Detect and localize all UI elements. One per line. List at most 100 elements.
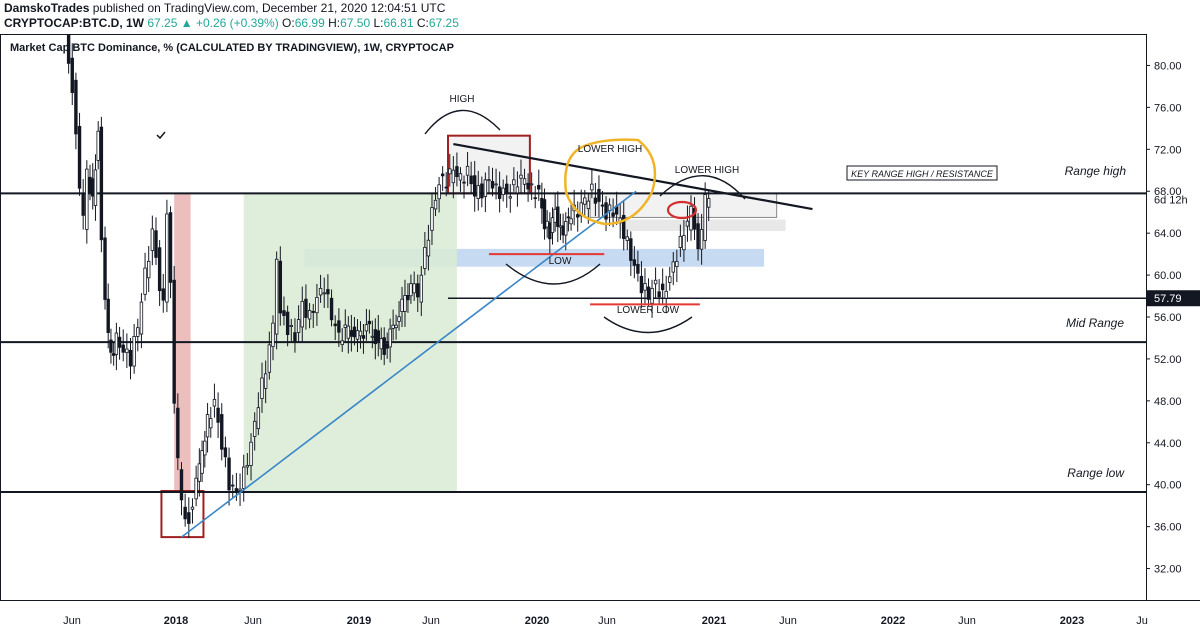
label-key-range: KEY RANGE HIGH / RESISTANCE <box>851 169 994 179</box>
candle-body <box>583 197 587 205</box>
candle-body <box>274 258 279 335</box>
candle-body <box>111 353 116 356</box>
candle-body <box>385 343 389 349</box>
candle-body <box>653 279 658 285</box>
candle-body <box>179 469 184 501</box>
candle-body <box>566 216 571 219</box>
candle-body <box>227 457 231 491</box>
candle-body <box>150 228 155 251</box>
candle-body <box>607 204 612 211</box>
price-badge <box>1147 290 1200 307</box>
candle-body <box>465 165 470 176</box>
candle-body <box>545 220 549 228</box>
candle-body <box>416 283 420 298</box>
candle-body <box>388 328 392 348</box>
candle-body <box>515 186 520 194</box>
candle-body <box>542 199 547 230</box>
candle-body <box>333 323 337 327</box>
candle-body <box>586 200 591 210</box>
candle-body <box>625 236 629 241</box>
label-high: HIGH <box>450 94 475 105</box>
candle-body <box>682 235 686 251</box>
candle-body <box>685 220 690 227</box>
label-lower-low: LOWER LOW <box>617 305 680 316</box>
candle-body <box>161 288 165 301</box>
y-tick-label: 56.00 <box>1154 312 1182 324</box>
candle-body <box>117 336 122 348</box>
candle-body <box>249 441 253 466</box>
candle-body <box>391 324 395 329</box>
candle-body <box>223 447 228 458</box>
candle-body <box>194 477 198 500</box>
candle-body <box>558 225 563 228</box>
x-tick-label: 2023 <box>1060 615 1084 627</box>
x-tick-label: Jun <box>422 615 440 627</box>
candle-body <box>622 214 626 239</box>
candle-body <box>639 275 644 294</box>
candle-body <box>93 169 98 206</box>
candle-body <box>337 320 341 333</box>
candle-body <box>412 283 416 294</box>
open-label: O: <box>282 16 295 30</box>
candle-body <box>646 286 651 300</box>
x-tick-label: Jun <box>958 615 976 627</box>
candle-body <box>433 199 438 210</box>
key-range-box <box>846 165 998 181</box>
candle-body <box>519 174 523 179</box>
label-range-low: Range low <box>1067 466 1125 480</box>
candle-body <box>293 332 297 342</box>
candle-body <box>643 283 647 291</box>
candle-body <box>671 261 675 273</box>
candle-body <box>597 188 601 202</box>
candle-body <box>426 239 431 257</box>
low-value: 66.81 <box>383 16 414 30</box>
red-highlight-ellipse <box>666 200 698 220</box>
candle-body <box>430 207 434 231</box>
x-tick-label: 2018 <box>164 615 188 627</box>
candle-body <box>285 311 290 336</box>
candle-body <box>367 320 372 325</box>
candle-body <box>216 407 220 423</box>
chart-title: Market Cap BTC Dominance, % (CALCULATED … <box>10 42 454 54</box>
candle-body <box>260 377 264 399</box>
candle-body <box>553 208 557 223</box>
candle-body <box>501 187 505 196</box>
candle-body <box>346 325 351 339</box>
candle-body <box>548 222 552 240</box>
candle-body <box>458 173 463 181</box>
candle-body <box>668 276 672 283</box>
candle-body <box>483 179 488 197</box>
close-value: 67.25 <box>428 16 459 30</box>
candle-body <box>472 175 477 197</box>
x-tick-label: Jun <box>244 615 262 627</box>
candle-body <box>364 324 369 332</box>
author-name[interactable]: DamskoTrades <box>4 1 90 15</box>
candle-body <box>660 283 665 291</box>
candle-body <box>440 173 445 177</box>
candle-body <box>121 344 125 353</box>
candle-body <box>136 327 140 337</box>
candle-body <box>322 292 326 295</box>
candle-body <box>212 398 217 407</box>
y-tick-label: 60.00 <box>1154 270 1182 282</box>
candle-body <box>462 181 466 184</box>
label-lower-high-1: LOWER HIGH <box>578 144 642 155</box>
candle-body <box>370 335 375 338</box>
arc-low <box>505 263 601 285</box>
candle-body <box>476 185 480 199</box>
candle-body <box>423 246 427 269</box>
y-tick-label: 80.00 <box>1154 60 1182 72</box>
up-arrow-icon: ▲ <box>180 16 193 30</box>
y-tick-label: 72.00 <box>1154 144 1182 156</box>
candle-body <box>358 330 363 337</box>
candle-body <box>593 197 598 204</box>
resistance-trendline <box>453 142 813 211</box>
candle-body <box>355 330 360 340</box>
candle-body <box>176 407 180 459</box>
y-tick-label: 40.00 <box>1154 480 1182 492</box>
close-label: C: <box>416 16 429 30</box>
btc-dominance-chart[interactable]: 80.00 76.00 72.00 68.00 64.00 60.00 56.00 52.00… <box>0 34 1200 633</box>
candle-body <box>74 79 78 135</box>
y-tick-label: 32.00 <box>1154 564 1182 576</box>
candle-body <box>480 183 484 199</box>
